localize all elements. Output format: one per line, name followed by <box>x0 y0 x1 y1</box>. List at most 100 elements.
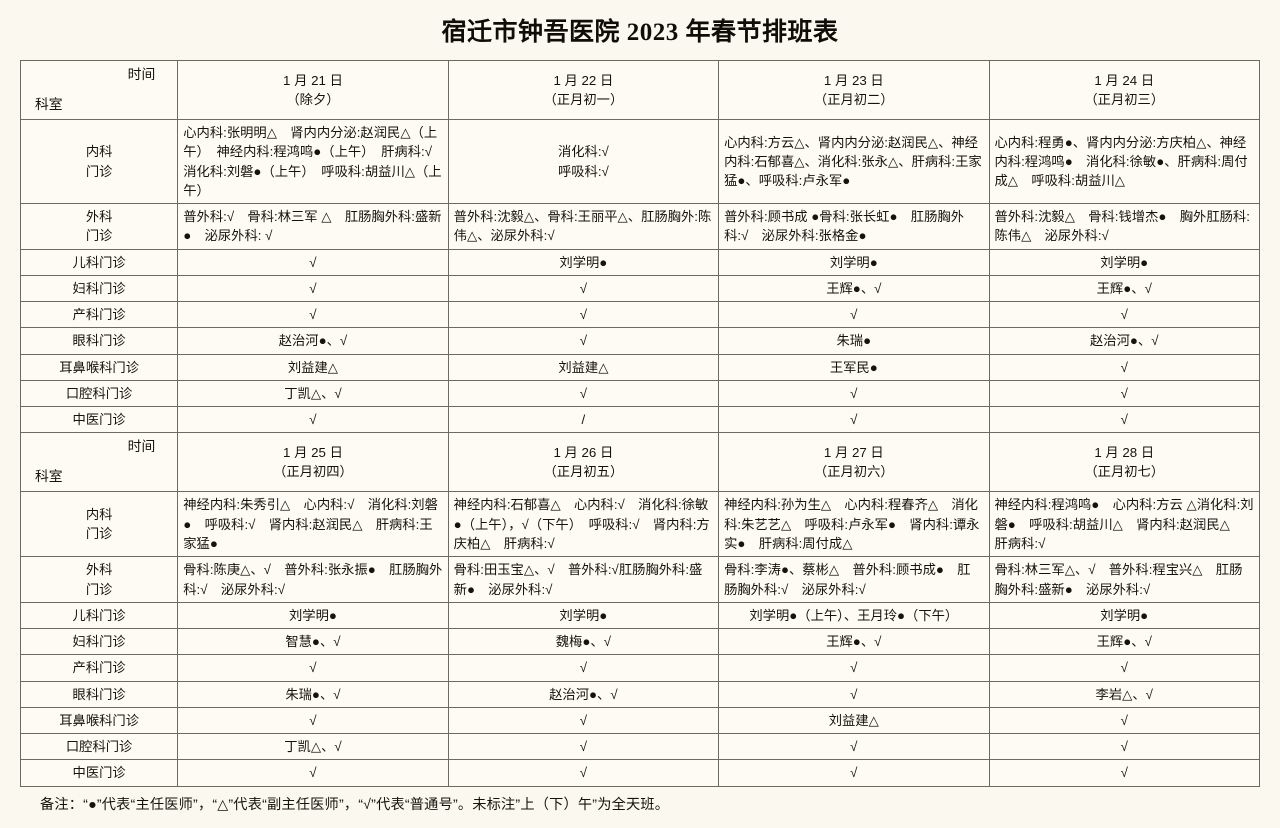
cell-tcm-0121: √ <box>177 406 449 434</box>
table-row: 口腔科门诊 丁凯△、√ √ √ √ <box>19 379 1261 408</box>
cell-pediatrics-0121: √ <box>177 248 449 276</box>
day-lunar: （正月初二） <box>813 92 894 107</box>
table-row: 耳鼻喉科门诊 刘益建△ 刘益建△ 王军民● √ <box>19 353 1261 381</box>
cell-ent-0122: 刘益建△ <box>447 353 720 381</box>
cell-gynecology-0125: 智慧●、√ <box>177 628 449 656</box>
cell-tcm-0126: √ <box>447 759 720 787</box>
cell-dentistry-0128: √ <box>988 733 1261 761</box>
corner-header-block1: 时间 科室 <box>19 60 179 120</box>
cell-dentistry-0121: 丁凯△、√ <box>177 379 449 408</box>
cell-obstetrics-0126: √ <box>447 654 720 682</box>
cell-gynecology-0127: 王辉●、√ <box>718 628 990 656</box>
cell-obstetrics-0124: √ <box>988 301 1261 329</box>
cell-internal-medicine-0124: 心内科:程勇●、肾内内分泌:方庆柏△、神经内科:程鸿鸣● 消化科:徐敏●、肝病科… <box>988 118 1261 205</box>
cell-pediatrics-0125: 刘学明● <box>177 601 449 630</box>
corner-time-label: 时间 <box>127 439 156 455</box>
day-date: 1 月 27 日 <box>823 445 884 461</box>
day-lunar: （除夕） <box>286 92 340 107</box>
row-label-internal-medicine: 内科 门诊 <box>19 118 179 205</box>
dept-line-1: 内科 <box>85 144 113 160</box>
cell-ophthalmology-0128: 李岩△、√ <box>988 680 1261 708</box>
cell-gynecology-0122: √ <box>447 274 720 303</box>
cell-obstetrics-0128: √ <box>988 654 1261 682</box>
cell-internal-medicine-0121: 心内科:张明明△ 肾内内分泌:赵润民△（上午） 神经内科:程鸿鸣●（上午） 肝病… <box>177 118 449 205</box>
dept-line-1: 内科 <box>85 507 113 523</box>
cell-internal-medicine-0128: 神经内科:程鸿鸣● 心内科:方云 △消化科:刘磐● 呼吸科:胡益川△ 肾内科:赵… <box>988 491 1261 558</box>
table-row: 耳鼻喉科门诊 √ √ 刘益建△ √ <box>19 706 1261 735</box>
cell-gynecology-0126: 魏梅●、√ <box>447 628 720 656</box>
table-row: 妇科门诊 智慧●、√ 魏梅●、√ 王辉●、√ 王辉●、√ <box>19 628 1261 656</box>
row-label-pediatrics: 儿科门诊 <box>19 248 179 276</box>
corner-time-label: 时间 <box>127 67 156 82</box>
table-row: 眼科门诊 赵治河●、√ √ 朱瑞● 赵治河●、√ <box>19 327 1261 355</box>
dept-line-2: 门诊 <box>85 526 113 542</box>
cell-pediatrics-0127: 刘学明●（上午）、王月玲●（下午） <box>718 601 990 630</box>
cell-ent-0128: √ <box>988 706 1261 735</box>
row-label-dentistry: 口腔科门诊 <box>19 733 179 761</box>
cell-ophthalmology-0127: √ <box>718 680 990 708</box>
cell-obstetrics-0122: √ <box>447 301 720 329</box>
header-row-block1: 时间 科室 1 月 21 日 （除夕） 1 月 22 日 （正月初一） 1 月 … <box>19 60 1261 120</box>
cell-internal-medicine-0122: 消化科:√ 呼吸科:√ <box>447 118 720 205</box>
schedule-body: 时间 科室 1 月 21 日 （除夕） 1 月 22 日 （正月初一） 1 月 … <box>19 60 1261 787</box>
cell-dentistry-0127: √ <box>718 733 990 761</box>
cell-tcm-0125: √ <box>177 759 449 787</box>
table-row: 妇科门诊 √ √ 王辉●、√ 王辉●、√ <box>19 274 1261 303</box>
cell-surgery-0125: 骨科:陈庚△、√ 普外科:张永振● 肛肠胸外科:√ 泌尿外科:√ <box>177 556 449 603</box>
day-header-2023-01-21: 1 月 21 日 （除夕） <box>177 60 449 120</box>
day-header-2023-01-22: 1 月 22 日 （正月初一） <box>447 60 720 120</box>
day-header-2023-01-24: 1 月 24 日 （正月初三） <box>988 60 1261 120</box>
cell-pediatrics-0124: 刘学明● <box>988 248 1261 276</box>
cell-ophthalmology-0124: 赵治河●、√ <box>988 327 1261 355</box>
dept-line-1: 外科 <box>85 562 113 578</box>
corner-dept-label: 科室 <box>35 97 63 112</box>
cell-ophthalmology-0126: 赵治河●、√ <box>447 680 720 708</box>
cell-ent-0123: 王军民● <box>718 353 990 381</box>
schedule-table: 时间 科室 1 月 21 日 （除夕） 1 月 22 日 （正月初一） 1 月 … <box>19 60 1261 787</box>
cell-gynecology-0124: 王辉●、√ <box>988 274 1261 303</box>
day-header-2023-01-28: 1 月 28 日 （正月初七） <box>988 432 1261 493</box>
cell-surgery-0128: 骨科:林三军△、√ 普外科:程宝兴△ 肛肠胸外科:盛新● 泌尿外科:√ <box>988 556 1261 603</box>
cell-dentistry-0125: 丁凯△、√ <box>177 733 449 761</box>
cell-surgery-0121: 普外科:√ 骨科:林三军 △ 肛肠胸外科:盛新● 泌尿外科: √ <box>177 203 449 250</box>
day-date: 1 月 24 日 <box>1094 72 1155 88</box>
cell-ent-0125: √ <box>177 706 449 735</box>
day-header-2023-01-27: 1 月 27 日 （正月初六） <box>718 432 990 493</box>
cell-pediatrics-0126: 刘学明● <box>447 601 720 630</box>
row-label-internal-medicine: 内科 门诊 <box>19 491 179 558</box>
header-row-block2: 时间 科室 1 月 25 日 （正月初四） 1 月 26 日 （正月初五） 1 … <box>19 432 1261 493</box>
cell-gynecology-0121: √ <box>177 274 449 303</box>
table-row: 口腔科门诊 丁凯△、√ √ √ √ <box>19 733 1261 761</box>
day-lunar: （正月初一） <box>543 92 624 107</box>
day-lunar: （正月初四） <box>273 464 353 480</box>
cell-internal-medicine-0127: 神经内科:孙为生△ 心内科:程春齐△ 消化科:朱艺艺△ 呼吸科:卢永军● 肾内科… <box>718 491 990 558</box>
cell-tcm-0128: √ <box>988 759 1261 787</box>
corner-header-block2: 时间 科室 <box>19 432 179 493</box>
row-label-pediatrics: 儿科门诊 <box>19 601 179 630</box>
row-label-tcm: 中医门诊 <box>19 406 179 434</box>
row-label-ent: 耳鼻喉科门诊 <box>19 706 179 735</box>
dept-line-1: 外科 <box>85 209 113 225</box>
table-row: 儿科门诊 刘学明● 刘学明● 刘学明●（上午）、王月玲●（下午） 刘学明● <box>19 601 1261 630</box>
cell-surgery-0123: 普外科:顾书成 ●骨科:张长虹● 肛肠胸外科:√ 泌尿外科:张格金● <box>718 203 990 250</box>
day-lunar: （正月初六） <box>813 464 894 480</box>
row-label-gynecology: 妇科门诊 <box>19 274 179 303</box>
cell-gynecology-0123: 王辉●、√ <box>718 274 990 303</box>
table-row: 中医门诊 √ √ √ √ <box>19 759 1261 787</box>
day-header-2023-01-23: 1 月 23 日 （正月初二） <box>718 60 990 120</box>
cell-internal-medicine-0123: 心内科:方云△、肾内内分泌:赵润民△、神经内科:石郁喜△、消化科:张永△、肝病科… <box>718 118 990 205</box>
cell-tcm-0127: √ <box>718 759 990 787</box>
cell-tcm-0124: √ <box>988 406 1261 434</box>
cell-ophthalmology-0121: 赵治河●、√ <box>177 327 449 355</box>
cell-dentistry-0123: √ <box>718 379 990 408</box>
cell-dentistry-0122: √ <box>447 379 720 408</box>
cell-surgery-0122: 普外科:沈毅△、骨科:王丽平△、肛肠胸外:陈伟△、泌尿外科:√ <box>447 203 720 250</box>
cell-tcm-0122: / <box>447 406 720 434</box>
table-row: 产科门诊 √ √ √ √ <box>19 301 1261 329</box>
table-row: 产科门诊 √ √ √ √ <box>19 654 1261 682</box>
cell-ophthalmology-0122: √ <box>447 327 720 355</box>
day-date: 1 月 25 日 <box>283 445 343 461</box>
table-row: 眼科门诊 朱瑞●、√ 赵治河●、√ √ 李岩△、√ <box>19 680 1261 708</box>
cell-tcm-0123: √ <box>718 406 990 434</box>
table-row: 中医门诊 √ / √ √ <box>19 406 1261 434</box>
